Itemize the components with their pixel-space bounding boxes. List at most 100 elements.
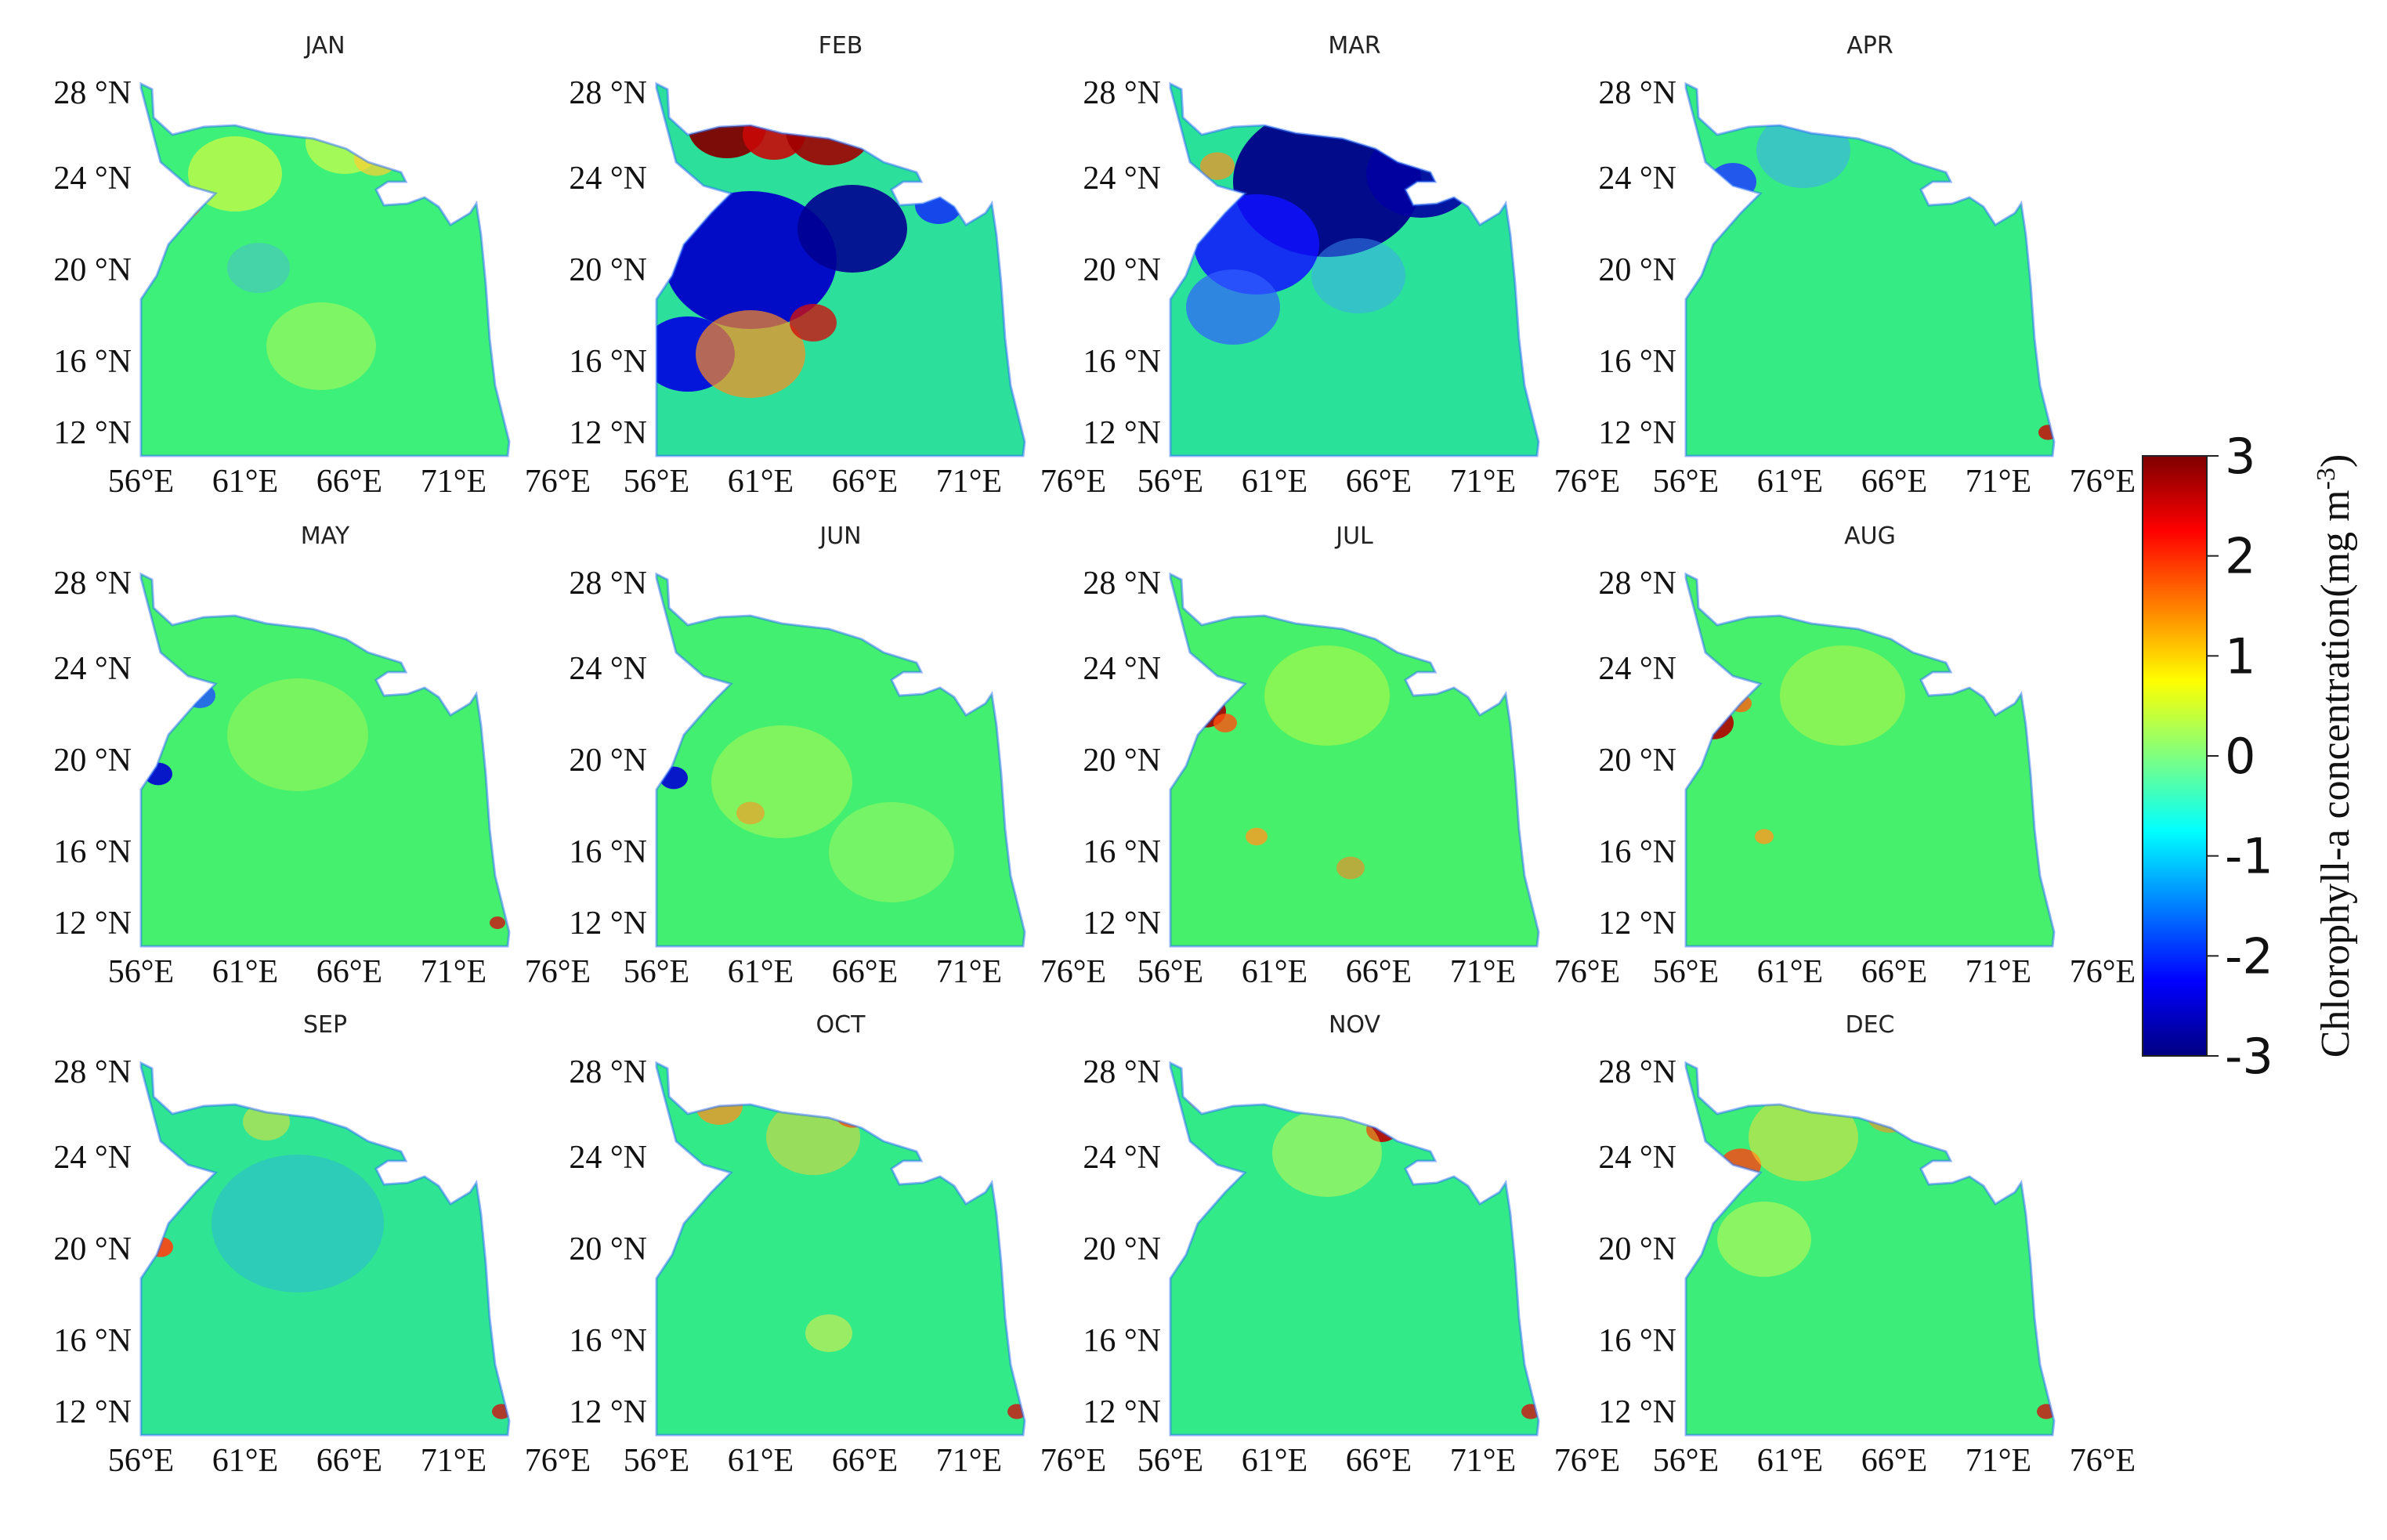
map-panel-jul: JUL 28 °N 24 °N 20 °N 16 °N 12 °N 56°E 61°E 66°E… [1083,522,1620,990]
lon-tick-label: 66°E [316,464,382,500]
lat-tick-label: 28 °N [1083,566,1161,602]
lat-tick-label: 12 °N [569,1394,647,1430]
colorbar-tick-label: -2 [2225,927,2273,985]
lon-tick-label: 61°E [728,1443,794,1479]
lat-tick-label: 20 °N [53,252,132,288]
lat-tick-label: 24 °N [53,1140,132,1176]
sea-field-nov [1169,1061,1540,1437]
colorbar-tick-label: 3 [2225,428,2255,485]
lat-tick-label: 16 °N [53,834,132,870]
month-title-sep: SEP [303,1011,347,1039]
lon-tick-label: 76°E [1040,954,1106,990]
lat-tick-label: 20 °N [569,1231,647,1267]
lon-tick-label: 71°E [421,1443,486,1479]
sea-field-aug [1684,573,2056,948]
anomaly-patch [1717,1202,1811,1277]
anomaly-patch [2038,425,2054,440]
anomaly-patch [1311,238,1405,313]
lon-tick-label: 76°E [525,464,591,500]
map-panel-aug: AUG 28 °N 24 °N 20 °N 16 °N 12 °N 56°E 61°E 66°E… [1598,522,2136,990]
lat-tick-label: 28 °N [53,566,132,602]
map-panel-may: MAY 28 °N 24 °N 20 °N 16 °N 12 °N 56°E 61°E 66°E… [53,522,591,990]
lat-tick-label: 12 °N [1083,1394,1161,1430]
colorbar-label: Chlorophyll-a concentration(mg m-3) [2312,454,2358,1058]
lon-tick-label: 71°E [936,954,1002,990]
lat-tick-label: 16 °N [569,1323,647,1359]
lon-tick-label: 61°E [1242,1443,1307,1479]
lon-tick-label: 61°E [1757,954,1823,990]
anomaly-patch [797,185,907,273]
lat-tick-label: 12 °N [53,906,132,942]
colorbar-label-superscript: -3 [2312,468,2341,490]
lon-tick-label: 76°E [1554,464,1620,500]
sea-field-may [139,573,511,948]
lat-tick-label: 20 °N [569,252,647,288]
lon-tick-label: 61°E [212,954,278,990]
lon-tick-label: 61°E [1242,954,1307,990]
lon-tick-label: 66°E [1346,464,1412,500]
anomaly-patch [915,186,962,224]
lon-tick-label: 76°E [2070,464,2136,500]
lat-tick-label: 24 °N [569,1140,647,1176]
anomaly-patch [786,96,872,165]
lat-tick-label: 12 °N [53,415,132,451]
month-title-apr: APR [1846,32,1893,60]
month-title-jun: JUN [818,522,861,550]
lat-tick-label: 28 °N [569,75,647,111]
map-panel-sep: SEP 28 °N 24 °N 20 °N 16 °N 12 °N 56°E 61°E 66°E… [53,1011,591,1479]
lat-tick-label: 16 °N [53,344,132,380]
map-panel-mar: MAR 28 °N 24 °N 20 °N 16 °N 12 °N 56°E 61°E 66°E… [1083,32,1620,500]
colorbar-gradient [2142,455,2208,1057]
lat-tick-label: 20 °N [1083,743,1161,779]
anomaly-patch [1709,163,1756,201]
anomaly-patch [1200,152,1235,180]
lon-tick-label: 66°E [1346,954,1412,990]
lat-tick-label: 24 °N [1598,1140,1676,1176]
lat-tick-label: 12 °N [1598,415,1676,451]
sea-field-mar [1169,82,1540,457]
sea-area-jul [1170,574,1539,946]
anomaly-patch [1264,645,1390,746]
lon-tick-label: 61°E [1757,464,1823,500]
anomaly-patch [829,802,954,902]
anomaly-patch [227,243,290,293]
lat-tick-label: 28 °N [569,566,647,602]
anomaly-patch [1336,856,1365,880]
colorbar: 3 2 1 0 -1 -2 -3 Chlorophyll-a concentration(m… [2142,428,2358,1085]
sea-field-oct [655,1061,1026,1437]
anomaly-patch [1749,1094,1858,1181]
lon-tick-label: 66°E [316,954,382,990]
sea-area-nov [1170,1063,1539,1435]
anomaly-patch [144,762,172,786]
anomaly-patch [1911,127,1930,143]
lat-tick-label: 28 °N [1598,566,1676,602]
lon-tick-label: 56°E [1137,954,1203,990]
lon-tick-label: 71°E [1450,1443,1516,1479]
sea-area-aug [1686,574,2054,946]
lat-tick-label: 16 °N [1083,344,1161,380]
lon-tick-label: 71°E [1966,464,2031,500]
lat-tick-label: 20 °N [569,743,647,779]
lon-tick-label: 76°E [1040,464,1106,500]
lon-tick-label: 61°E [1242,464,1307,500]
lat-tick-label: 16 °N [569,834,647,870]
lon-tick-label: 71°E [421,954,486,990]
lat-tick-label: 24 °N [53,161,132,197]
lon-tick-label: 56°E [108,1443,174,1479]
lat-tick-label: 16 °N [1598,344,1676,380]
colorbar-tick-label: 2 [2225,528,2255,585]
lon-tick-label: 71°E [1450,464,1516,500]
lon-tick-label: 71°E [421,464,486,500]
lon-tick-label: 56°E [1137,1443,1203,1479]
lat-tick-label: 16 °N [1083,1323,1161,1359]
lon-tick-label: 56°E [1137,464,1203,500]
lat-tick-label: 20 °N [1083,252,1161,288]
lon-tick-label: 76°E [525,1443,591,1479]
lon-tick-label: 61°E [1757,1443,1823,1479]
map-panel-nov: NOV 28 °N 24 °N 20 °N 16 °N 12 °N 56°E 61°E 66°E… [1083,1011,1620,1479]
anomaly-patch [1186,269,1280,345]
lon-tick-label: 66°E [1861,954,1927,990]
anomaly-patch [664,191,837,329]
lat-tick-label: 20 °N [1598,1231,1676,1267]
